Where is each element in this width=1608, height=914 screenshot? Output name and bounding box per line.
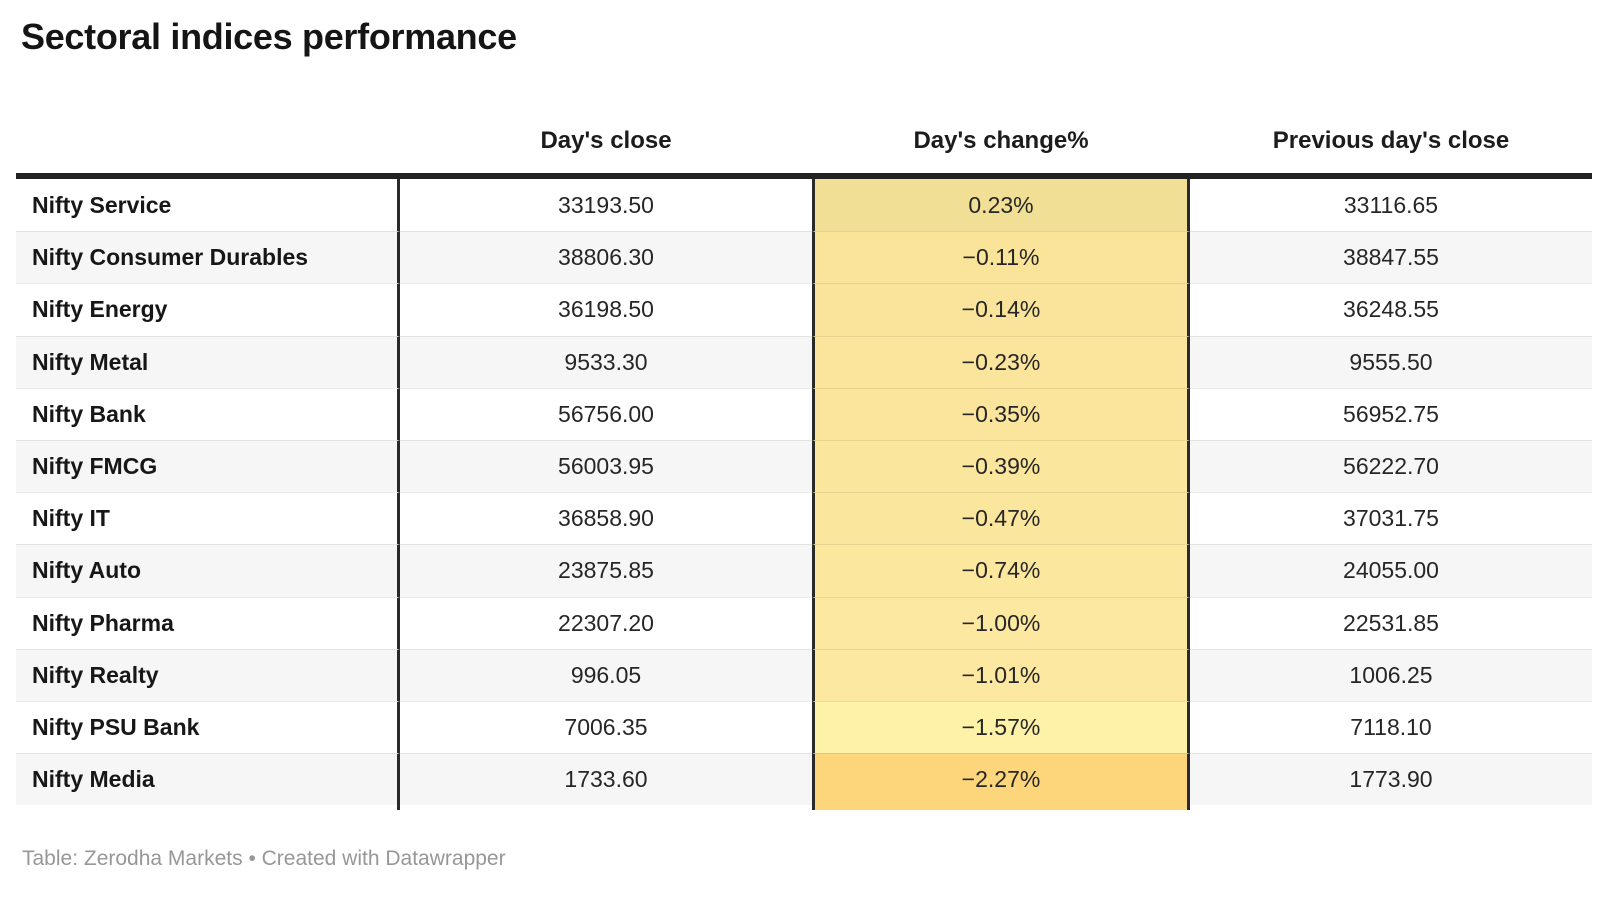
days-close-cell: 7006.35 [400, 700, 812, 753]
footer-datawrapper-link[interactable]: Datawrapper [385, 847, 506, 870]
previous-close-cell: 37031.75 [1190, 492, 1592, 544]
days-change-cell: −1.57% [812, 700, 1190, 754]
days-change-cell: −0.74% [812, 544, 1190, 597]
table-body: Nifty Service 33193.50 0.23% 33116.65 Nifty … [16, 173, 1592, 811]
previous-close-cell: 22531.85 [1190, 596, 1592, 649]
table-row: Nifty PSU Bank 7006.35 −1.57% 7118.10 [16, 700, 1592, 754]
sectoral-indices-table: Day's close Day's change% Previous day's… [16, 108, 1592, 811]
previous-close-cell: 56952.75 [1190, 387, 1592, 440]
index-name-cell: Nifty Pharma [16, 596, 400, 649]
days-close-cell: 996.05 [400, 648, 812, 701]
days-change-cell: −0.11% [812, 231, 1190, 284]
index-name-cell: Nifty Service [16, 179, 400, 232]
header-days-change: Day's change% [913, 126, 1089, 154]
days-close-cell: 56003.95 [400, 439, 812, 493]
index-name-cell: Nifty Realty [16, 648, 400, 701]
days-close-cell: 36858.90 [400, 492, 812, 544]
table-row: Nifty Pharma 22307.20 −1.00% 22531.85 [16, 596, 1592, 649]
previous-close-cell: 36248.55 [1190, 283, 1592, 335]
days-change-cell: −1.00% [812, 596, 1190, 649]
index-name-cell: Nifty Bank [16, 387, 400, 440]
table-row: Nifty Energy 36198.50 −0.14% 36248.55 [16, 283, 1592, 336]
previous-close-cell: 24055.00 [1190, 544, 1592, 597]
index-name-cell: Nifty FMCG [16, 439, 400, 493]
previous-close-cell: 1773.90 [1190, 753, 1592, 806]
table-row: Nifty Media 1733.60 −2.27% 1773.90 [16, 753, 1592, 806]
days-close-cell: 1733.60 [400, 753, 812, 806]
previous-close-cell: 9555.50 [1190, 335, 1592, 388]
index-name-cell: Nifty Consumer Durables [16, 231, 400, 284]
table-row: Nifty Metal 9533.30 −0.23% 9555.50 [16, 335, 1592, 388]
index-name-cell: Nifty IT [16, 492, 400, 545]
days-close-cell: 38806.30 [400, 231, 812, 284]
days-close-cell: 9533.30 [400, 335, 812, 388]
index-name-cell: Nifty Metal [16, 335, 400, 388]
previous-close-cell: 38847.55 [1190, 231, 1592, 284]
footer-source-link[interactable]: Zerodha Markets [83, 847, 243, 870]
previous-close-cell: 33116.65 [1343, 191, 1439, 218]
header-previous-close: Previous day's close [1272, 126, 1510, 154]
page-title: Sectoral indices performance [21, 16, 517, 57]
index-name-cell: Nifty Auto [16, 544, 400, 597]
header-days-close: Day's close [540, 126, 672, 154]
days-close-cell: 23875.85 [400, 544, 812, 597]
table-header-row: Day's close Day's change% Previous day's… [16, 108, 1592, 173]
days-change-cell: −0.47% [812, 492, 1190, 545]
index-name-cell: Nifty Media [16, 753, 400, 806]
days-close-cell: 33193.50 [558, 191, 654, 218]
table-bottom-edge-segment [812, 805, 1190, 811]
table-row: Nifty Bank 56756.00 −0.35% 56952.75 [16, 387, 1592, 440]
table-row: Nifty IT 36858.90 −0.47% 37031.75 [16, 492, 1592, 545]
days-change-cell: −2.27% [812, 753, 1190, 806]
table-bottom-edge-segment [16, 805, 400, 811]
days-change-cell: −0.23% [812, 335, 1190, 388]
table-row: Nifty Auto 23875.85 −0.74% 24055.00 [16, 544, 1592, 597]
previous-close-cell: 1006.25 [1190, 648, 1592, 701]
table-row: Nifty Realty 996.05 −1.01% 1006.25 [16, 648, 1592, 701]
table-row: Nifty Service 33193.50 0.23% 33116.65 [16, 179, 1592, 232]
days-close-cell: 36198.50 [400, 283, 812, 335]
table-bottom-edge-segment [1190, 805, 1592, 810]
days-change-cell: −0.35% [812, 387, 1190, 440]
days-change-cell: −0.14% [812, 283, 1190, 336]
index-name-cell: Nifty Energy [16, 283, 400, 336]
table-row: Nifty Consumer Durables 38806.30 −0.11% 388… [16, 231, 1592, 284]
table-bottom-edge-segment [400, 805, 812, 810]
footer-separator: • [242, 847, 262, 870]
days-close-cell: 22307.20 [400, 596, 812, 649]
days-change-cell: −1.01% [812, 648, 1190, 701]
table-bottom-edge [16, 805, 1592, 811]
previous-close-cell: 7118.10 [1190, 700, 1592, 753]
days-change-cell: 0.23% [812, 179, 1190, 232]
previous-close-cell: 56222.70 [1190, 439, 1592, 493]
index-name-cell: Nifty PSU Bank [16, 700, 400, 754]
days-close-cell: 56756.00 [400, 387, 812, 440]
days-change-cell: −0.39% [812, 439, 1190, 493]
footer-created-with: Created with [261, 847, 386, 870]
table-row: Nifty FMCG 56003.95 −0.39% 56222.70 [16, 439, 1592, 493]
table-footer: Table: Zerodha Markets • Created with Da… [22, 847, 506, 871]
footer-prefix: Table: [22, 847, 84, 870]
